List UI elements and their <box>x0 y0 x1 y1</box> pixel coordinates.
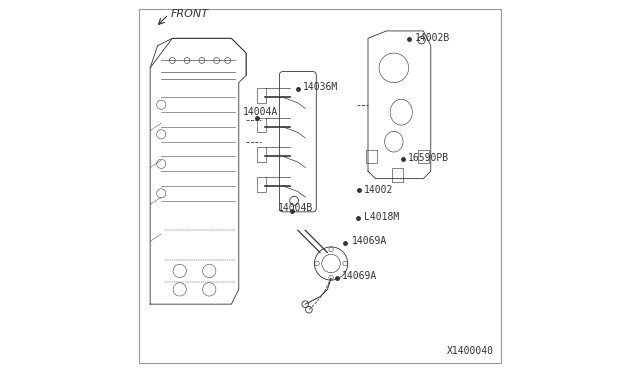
Bar <box>257 118 266 132</box>
Text: 14069A: 14069A <box>351 236 387 246</box>
Text: L4018M: L4018M <box>364 212 399 222</box>
Bar <box>257 147 266 162</box>
Text: 14036M: 14036M <box>303 82 338 92</box>
Bar <box>366 150 377 163</box>
Bar <box>257 177 266 192</box>
Bar <box>418 150 429 163</box>
Text: 16590PB: 16590PB <box>408 153 449 163</box>
Text: X1400040: X1400040 <box>447 346 493 356</box>
Text: 14002: 14002 <box>364 185 394 195</box>
Bar <box>257 88 266 103</box>
Text: 14004B: 14004B <box>278 203 313 213</box>
Text: 14002B: 14002B <box>415 33 450 43</box>
Text: 14069A: 14069A <box>342 272 378 282</box>
Text: FRONT: FRONT <box>170 9 209 19</box>
Text: 14004A: 14004A <box>243 107 278 117</box>
Bar <box>392 168 403 182</box>
